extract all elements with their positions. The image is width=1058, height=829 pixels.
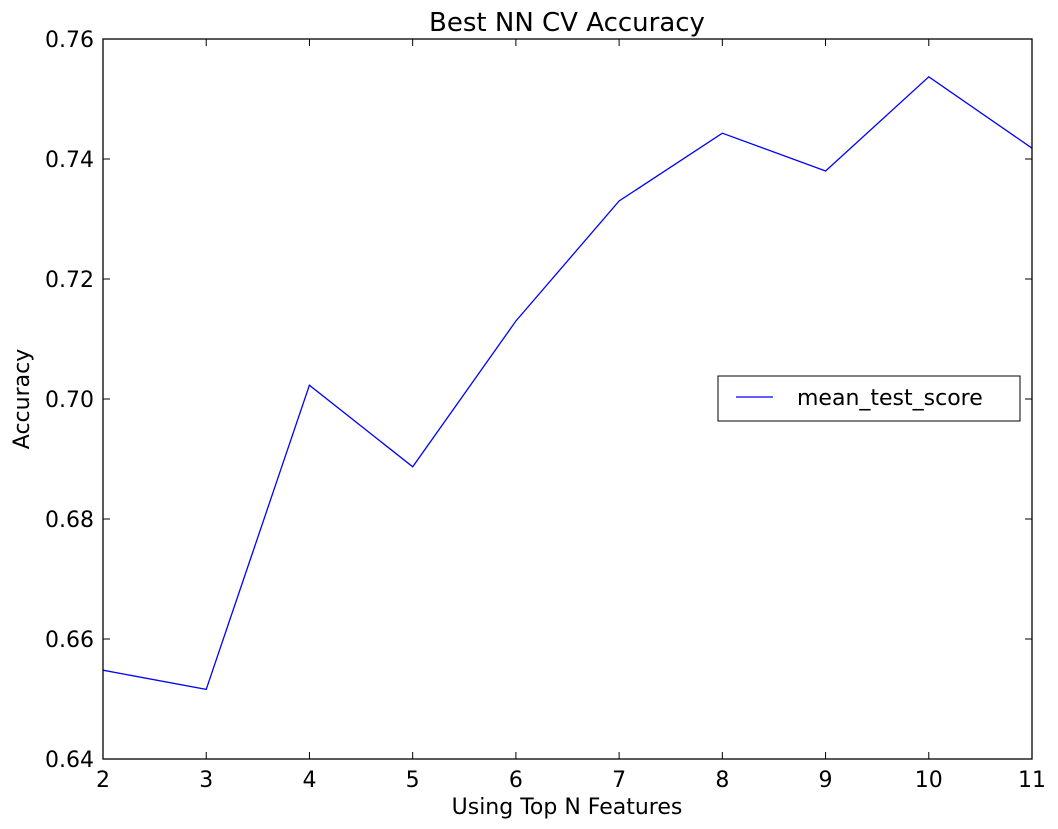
x-tick-label: 5 (406, 768, 420, 793)
series-line-mean-test-score (102, 75, 1033, 691)
chart-title: Best NN CV Accuracy (429, 8, 705, 38)
legend-box (717, 375, 1021, 422)
y-tick-label: 0.64 (45, 748, 94, 773)
x-tick-label: 8 (715, 768, 729, 793)
x-tick-label: 11 (1018, 768, 1046, 793)
axis-ticks: 2 3 4 5 6 7 8 9 10 11 0.64 0.66 0.68 0.70 0.72 0.74 0.76 (45, 28, 1046, 793)
x-tick-label: 2 (96, 768, 110, 793)
x-axis-label: Using Top N Features (452, 795, 683, 820)
x-tick-label: 7 (612, 768, 626, 793)
x-tick-label: 6 (509, 768, 523, 793)
y-tick-label: 0.72 (45, 268, 94, 293)
x-tick-label: 3 (199, 768, 213, 793)
legend-entry-mean-test-score: mean_test_score (797, 386, 983, 411)
x-tick-label: 10 (915, 768, 943, 793)
y-tick-label: 0.68 (45, 508, 94, 533)
x-tick-label: 9 (819, 768, 833, 793)
y-tick-label: 0.76 (45, 28, 94, 53)
plot-area-frame (102, 38, 1033, 760)
series-layer (102, 75, 1033, 691)
legend: mean_test_score (717, 375, 1021, 422)
y-tick-label: 0.66 (45, 628, 94, 653)
y-tick-label: 0.74 (45, 148, 94, 173)
x-tick-label: 4 (302, 768, 316, 793)
y-tick-label: 0.70 (45, 388, 94, 413)
y-axis-label: Accuracy (10, 349, 35, 449)
